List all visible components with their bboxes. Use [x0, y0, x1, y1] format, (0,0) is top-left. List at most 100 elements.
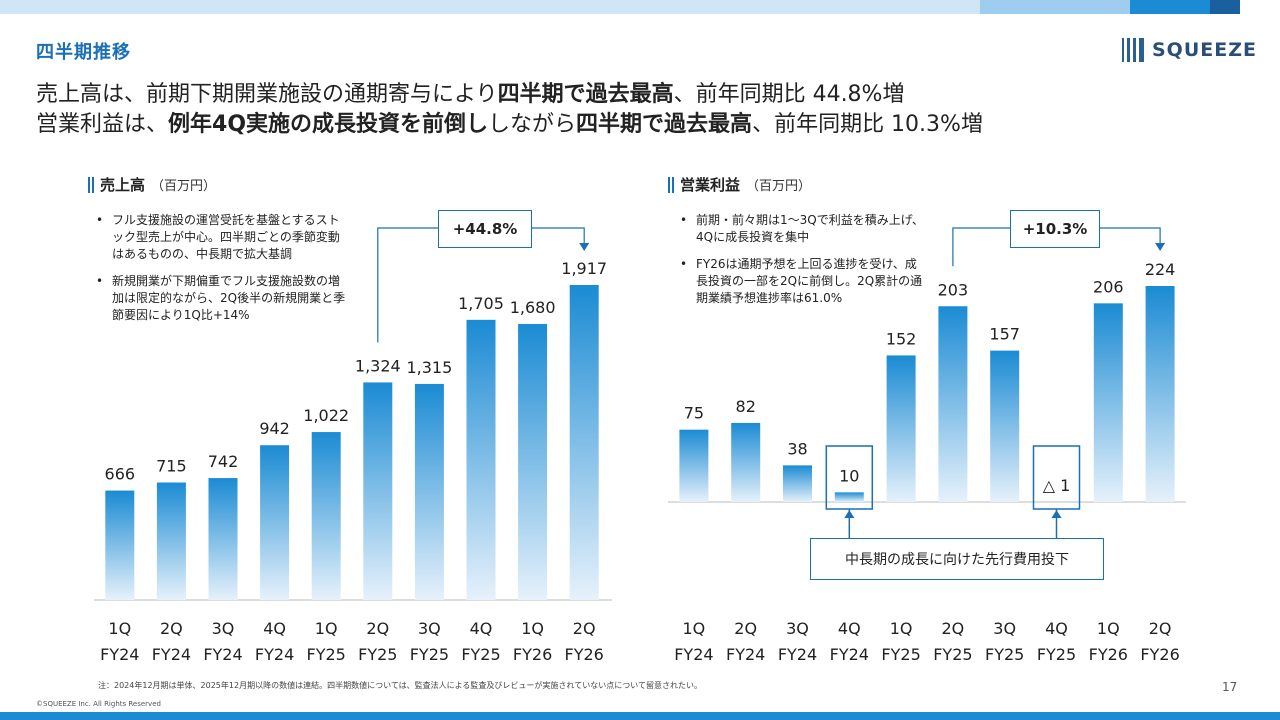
headline-text: 、前年同期比 44.8%増 [673, 82, 905, 107]
revenue-bar [260, 445, 290, 600]
revenue-bar [363, 382, 393, 600]
title-mark-icon [668, 176, 670, 193]
profit-bar [938, 306, 968, 502]
profit-value-label: 206 [1093, 277, 1124, 296]
profit-category-label: FY24 [830, 645, 869, 664]
section-title: 四半期推移 [36, 42, 131, 63]
revenue-value-label: 1,324 [355, 356, 401, 375]
revenue-unit: （百万円） [151, 179, 217, 194]
profit-bar [886, 355, 916, 502]
profit-notes: 前期・前々期は1〜3Qで利益を積み上げ、4Qに成長投資を集中 FY26は通期予想… [676, 212, 928, 317]
revenue-category-label: FY24 [203, 645, 242, 664]
revenue-category-label: FY26 [513, 645, 552, 664]
revenue-notes: フル支援施設の運営受託を基盤とするストック型売上が中心。四半期ごとの季節変動はあ… [92, 212, 350, 334]
logo-text: SQUEEZE [1152, 39, 1257, 61]
title-mark-icon [672, 176, 674, 193]
profit-category-label: 2Q [734, 619, 757, 638]
revenue-category-label: 4Q [263, 619, 286, 638]
headline-revenue: 売上高は、前期下期開業施設の通期寄与により四半期で過去最高、前年同期比 44.8… [36, 76, 904, 108]
title-mark-icon [88, 176, 90, 193]
revenue-title: 売上高 [100, 176, 146, 194]
revenue-value-label: 1,022 [303, 406, 349, 425]
profit-note-item: 前期・前々期は1〜3Qで利益を積み上げ、4Qに成長投資を集中 [676, 212, 928, 246]
profit-category-label: 1Q [890, 619, 913, 638]
headline-bold: 四半期で過去最高 [497, 82, 674, 107]
revenue-category-label: FY25 [461, 645, 500, 664]
revenue-bar [208, 478, 238, 600]
revenue-growth-badge: +44.8% [438, 210, 532, 248]
profit-bar [1145, 286, 1175, 502]
profit-value-label: 82 [736, 397, 756, 416]
profit-category-label: FY25 [985, 645, 1024, 664]
headline-text: 営業利益は、 [36, 112, 169, 137]
profit-arrow-down-icon [1155, 243, 1166, 251]
profit-category-label: 2Q [1149, 619, 1172, 638]
headline-bold: 四半期で過去最高 [576, 112, 753, 137]
revenue-value-label: 1,315 [406, 358, 452, 377]
revenue-bar [105, 490, 135, 600]
headline-text: しながら [488, 112, 577, 137]
revenue-growth-bracket [377, 227, 438, 343]
investment-callout: 中長期の成長に向けた先行費用投下 [810, 538, 1104, 580]
profit-bar [1093, 303, 1123, 502]
bottom-accent-bar [0, 712, 1280, 720]
revenue-category-label: FY25 [307, 645, 346, 664]
profit-value-label: 152 [886, 329, 917, 348]
profit-bar [834, 492, 864, 502]
profit-category-label: FY24 [778, 645, 817, 664]
profit-bar [731, 422, 761, 502]
revenue-category-label: 3Q [212, 619, 235, 638]
profit-category-label: FY24 [726, 645, 765, 664]
revenue-value-label: 715 [156, 457, 187, 476]
profit-value-label: 38 [787, 439, 807, 458]
revenue-category-label: FY24 [255, 645, 294, 664]
profit-category-label: 4Q [838, 619, 861, 638]
profit-category-label: FY25 [1037, 645, 1076, 664]
revenue-chart-title: 売上高 （百万円） [88, 174, 216, 195]
profit-category-label: 2Q [942, 619, 965, 638]
profit-title: 営業利益 [680, 176, 741, 194]
headline-profit: 営業利益は、例年4Q実施の成長投資を前倒ししながら四半期で過去最高、前年同期比 … [36, 106, 983, 138]
revenue-category-label: 1Q [521, 619, 544, 638]
profit-bar [783, 465, 812, 502]
profit-note-item: FY26は通期予想を上回る進捗を受け、成長投資の一部を2Qに前倒し。2Q累計の通… [676, 256, 928, 307]
headline-text: 、前年同期比 10.3%増 [752, 112, 983, 137]
revenue-category-label: 4Q [470, 619, 493, 638]
revenue-category-label: 1Q [315, 619, 338, 638]
footnote: 注：2024年12月期は単体、2025年12月期以降の数値は連結。四半期数値につ… [98, 681, 702, 690]
revenue-bar [414, 383, 444, 600]
profit-value-label: 224 [1145, 260, 1176, 279]
headline-bold: 例年4Q実施の成長投資を前倒し [168, 112, 489, 137]
copyright: ©SQUEEZE Inc. All Rights Reserved [36, 700, 161, 708]
revenue-bar [466, 319, 496, 600]
revenue-category-label: 3Q [418, 619, 441, 638]
revenue-bar [156, 482, 186, 600]
revenue-arrow-down-icon [579, 243, 590, 251]
profit-arrow-up-icon [1051, 510, 1062, 518]
profit-value-label: 203 [938, 280, 969, 299]
squeeze-logo: SQUEEZE [1122, 36, 1257, 64]
headline-text: 売上高は、前期下期開業施設の通期寄与により [36, 82, 498, 107]
revenue-value-label: 942 [259, 419, 290, 438]
revenue-category-label: FY24 [152, 645, 191, 664]
profit-value-label: 157 [989, 325, 1020, 344]
revenue-note-item: フル支援施設の運営受託を基盤とするストック型売上が中心。四半期ごとの季節変動はあ… [92, 212, 350, 263]
profit-value-label: 10 [839, 466, 859, 485]
revenue-category-label: FY25 [410, 645, 449, 664]
revenue-value-label: 1,917 [561, 259, 607, 278]
profit-bar [679, 429, 709, 502]
profit-category-label: FY25 [933, 645, 972, 664]
revenue-bar [311, 432, 341, 600]
revenue-value-label: 1,680 [510, 298, 556, 317]
revenue-note-item: 新規開業が下期偏重でフル支援施設数の増加は限定的ながら、2Q後半の新規開業と季節… [92, 273, 350, 324]
profit-category-label: FY26 [1089, 645, 1128, 664]
revenue-category-label: FY24 [100, 645, 139, 664]
revenue-category-label: 2Q [573, 619, 596, 638]
revenue-value-label: 1,705 [458, 294, 504, 313]
profit-arrow-up-icon [844, 510, 855, 518]
revenue-value-label: 742 [208, 452, 239, 471]
profit-growth-badge: +10.3% [1010, 210, 1100, 248]
revenue-category-label: 2Q [366, 619, 389, 638]
revenue-category-label: FY25 [358, 645, 397, 664]
